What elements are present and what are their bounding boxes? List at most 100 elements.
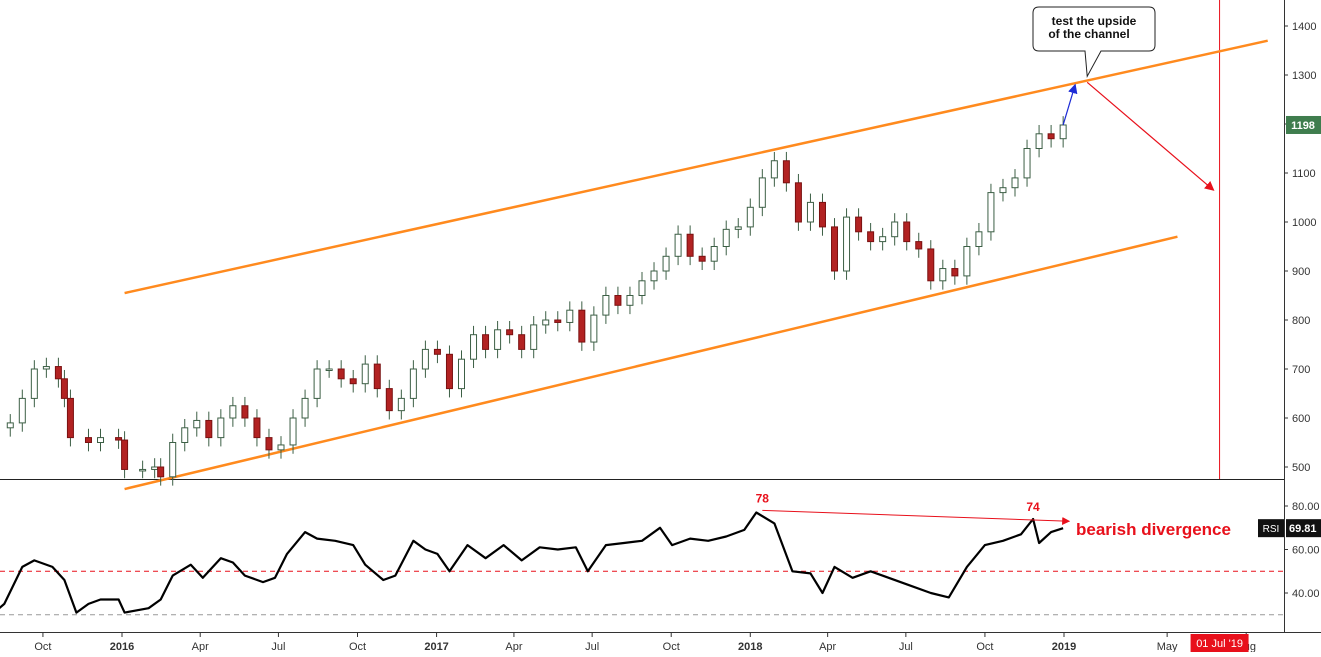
price-axis-tick-label: 700	[1292, 364, 1310, 376]
candle-body	[806, 201, 814, 223]
candle-body	[602, 295, 610, 316]
candle-body	[782, 160, 790, 184]
divergence-line	[762, 509, 1071, 525]
time-axis-tick-label: 2016	[110, 641, 134, 652]
red-down-arrow	[1086, 81, 1215, 191]
candle-body	[867, 231, 875, 243]
candle-body	[963, 246, 971, 277]
callout-line-2: of the channel	[1048, 27, 1129, 41]
candle-body	[385, 388, 393, 412]
callout-line-1: test the upside	[1052, 14, 1137, 28]
time-axis-tick-label: Oct	[976, 641, 993, 652]
candle-body	[578, 309, 586, 343]
candle-body	[361, 363, 369, 385]
candle-body	[121, 439, 129, 470]
candle-body	[337, 368, 345, 380]
candle-body	[674, 233, 682, 257]
candle-body	[590, 314, 598, 343]
candle-body	[289, 417, 297, 446]
candle-body	[518, 334, 526, 350]
price-axis-tick-label: 900	[1292, 266, 1310, 278]
candle-body	[770, 160, 778, 179]
candle-body	[1023, 148, 1031, 179]
candle-body	[927, 248, 935, 282]
candle-body	[66, 397, 74, 439]
rsi-axis-tick-label: 40.00	[1292, 588, 1320, 600]
time-axis-tick-label: 2018	[738, 641, 762, 652]
price-axis-tick-label: 1300	[1292, 70, 1316, 82]
price-axis-tick-label: 600	[1292, 413, 1310, 425]
candle-body	[470, 334, 478, 360]
time-axis-tick-label: 2017	[424, 641, 448, 652]
price-axis-tick-label: 1100	[1292, 168, 1316, 180]
candle-body	[542, 319, 550, 326]
rsi-line	[0, 511, 1064, 614]
rsi-axis-tick-label: 80.00	[1292, 501, 1320, 513]
time-axis-tick-label: 2019	[1052, 641, 1076, 652]
time-axis-tick-label: Apr	[505, 641, 522, 652]
time-axis-tick-label: Apr	[819, 641, 836, 652]
rsi-value-label: 69.81	[1289, 523, 1317, 535]
time-axis-tick-label: Oct	[34, 641, 51, 652]
divergence-value-label: 74	[1026, 500, 1040, 514]
candle-body	[494, 329, 502, 350]
candle-body	[662, 255, 670, 272]
candle-body	[277, 444, 285, 451]
candle-body	[433, 348, 441, 355]
candle-body	[301, 397, 309, 419]
candle-body	[217, 417, 225, 439]
bearish-divergence-label: bearish divergence	[1076, 520, 1231, 539]
candle-body	[253, 417, 261, 439]
rsi-name-badge	[1258, 519, 1284, 538]
candle-body	[205, 419, 213, 439]
candle-body	[975, 231, 983, 248]
candle-body	[241, 405, 249, 419]
candle-body	[650, 270, 658, 282]
price-axis-tick-label: 1400	[1292, 21, 1316, 33]
candle-body	[734, 226, 742, 230]
candle-body	[1035, 133, 1043, 150]
time-axis-tick-label: Oct	[663, 641, 680, 652]
candle-body	[97, 437, 105, 444]
candle-body	[157, 466, 165, 478]
channel-upper-line	[124, 39, 1268, 295]
candle-body	[758, 177, 766, 208]
candle-body	[181, 427, 189, 443]
time-axis-tick-label: Apr	[192, 641, 209, 652]
candle-body	[903, 221, 911, 243]
candle-body	[265, 437, 273, 451]
candle-body	[18, 397, 26, 424]
candle-body	[614, 295, 622, 306]
candle-body	[139, 468, 147, 472]
rsi-axis-tick-label: 60.00	[1292, 545, 1320, 557]
candle-body	[60, 378, 68, 399]
candle-body	[566, 309, 574, 323]
candle-body	[482, 334, 490, 350]
candle-body	[818, 201, 826, 228]
channel-lower-line	[124, 235, 1178, 491]
candle-body	[915, 241, 923, 250]
cursor-date-label: 01 Jul '19	[1196, 638, 1243, 650]
candle-body	[1047, 133, 1055, 140]
candle-body	[54, 366, 62, 380]
candle-body	[30, 368, 38, 399]
candle-body	[626, 295, 634, 306]
price-axis-tick-label: 1000	[1292, 217, 1316, 229]
candle-body	[445, 353, 453, 390]
candle-body	[193, 419, 201, 429]
candle-body	[1011, 177, 1019, 189]
candle-body	[530, 324, 538, 350]
candle-body	[951, 268, 959, 277]
candle-body	[325, 368, 333, 371]
candle-body	[115, 437, 123, 441]
last-price-label: 1198	[1291, 120, 1315, 132]
time-axis-tick-label: Oct	[349, 641, 366, 652]
candle-body	[397, 397, 405, 412]
candle-body	[698, 255, 706, 262]
candle-body	[373, 363, 381, 390]
rsi-value-badge	[1286, 519, 1321, 538]
candle-body	[554, 319, 562, 323]
candle-body	[457, 358, 465, 390]
blue-up-arrow	[1062, 83, 1078, 126]
